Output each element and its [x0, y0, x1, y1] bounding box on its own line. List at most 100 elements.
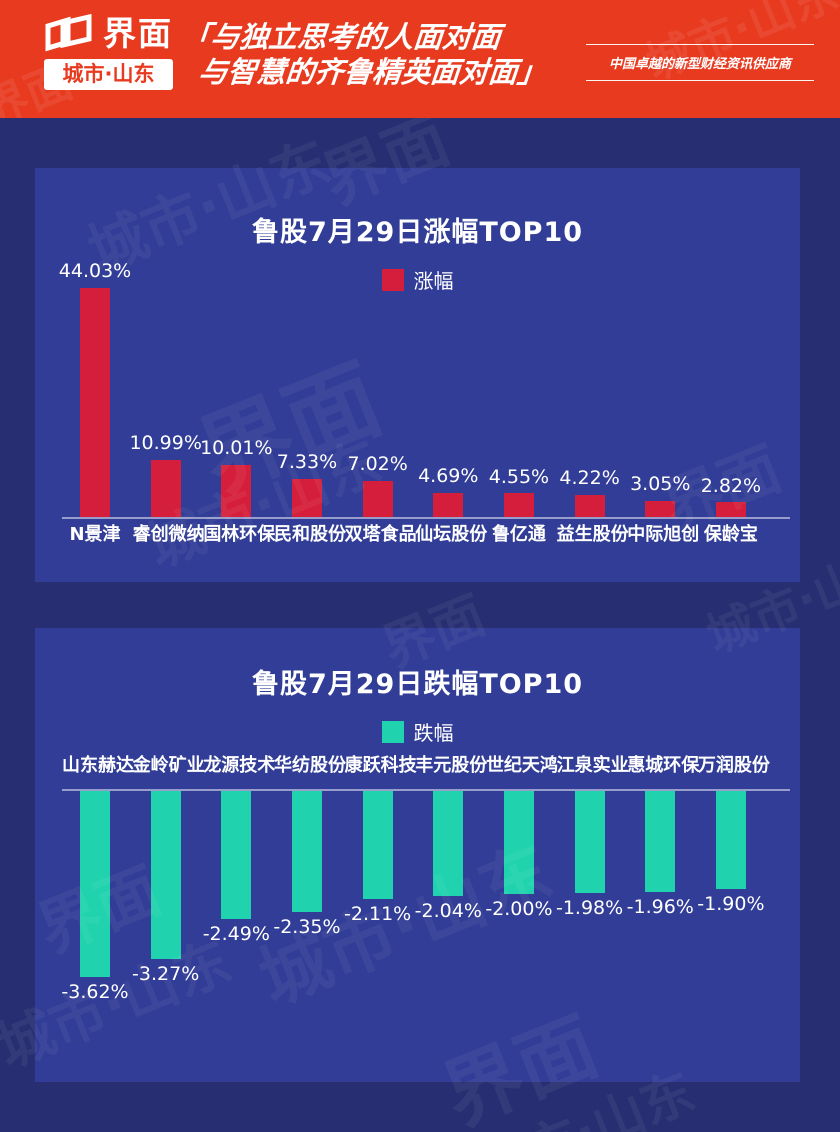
bar — [80, 791, 110, 977]
category-label: N景津 — [69, 524, 121, 545]
bar-value-label: -2.00% — [485, 897, 553, 920]
gainers-axis-baseline — [62, 517, 790, 519]
bar — [503, 493, 534, 517]
bar — [503, 791, 534, 894]
category-label: 益生股份 — [556, 524, 629, 545]
bar — [80, 288, 110, 517]
bar — [715, 502, 746, 517]
bar — [433, 791, 464, 896]
logo-region-badge: 城市·山东 — [44, 59, 173, 91]
bar — [150, 459, 181, 517]
losers-legend-label: 跌幅 — [413, 721, 454, 745]
category-label: 鲁亿通 — [491, 524, 546, 545]
losers-bars-row: -3.62% -3.27% -2.49% -2.35% -2.11% -2.04% -2.0… — [61, 791, 765, 1031]
bar-column: -3.27% — [132, 791, 200, 1031]
bar-value-label: 7.33% — [276, 451, 338, 474]
bar — [645, 791, 676, 892]
bar — [150, 791, 181, 959]
category-label: 国林环保 — [203, 524, 276, 545]
bar-value-label: -2.35% — [273, 915, 341, 938]
bar-value-label: -2.49% — [202, 922, 270, 945]
header-banner: 城市·山东 界面 界面 城市·山东 「与独立思考的人面对面 与智慧的齐鲁精英面对… — [0, 0, 840, 118]
bar-column: 44.03% — [58, 252, 132, 517]
bar — [221, 791, 252, 919]
gainers-legend: 涨幅 — [35, 265, 800, 294]
category-label: 中际旭创 — [627, 524, 700, 545]
bar-value-label: 44.03% — [58, 260, 132, 283]
gainers-chart-title: 鲁股7月29日涨幅TOP10 — [251, 217, 584, 248]
category-label: 世纪天鸿 — [485, 755, 558, 776]
losers-axis-baseline — [62, 789, 790, 791]
bar-column: 7.02% — [345, 252, 411, 517]
bar — [715, 791, 746, 889]
bar-column: 3.05% — [627, 252, 693, 517]
bar-column: 10.99% — [129, 252, 202, 517]
bar — [645, 501, 676, 517]
bar — [574, 791, 605, 893]
bar-column: 4.69% — [415, 252, 481, 517]
bar-value-label: 10.01% — [200, 437, 273, 460]
category-label: 丰元股份 — [415, 755, 488, 776]
gainers-chart-panel: 鲁股7月29日涨幅TOP10 涨幅 44.03% 10.99% 10.01% 7.33… — [35, 168, 800, 582]
category-label: 金岭矿业 — [132, 755, 205, 776]
bar-value-label: -3.27% — [132, 963, 200, 985]
bar-column: -1.96% — [626, 791, 694, 1031]
category-label: 睿创微纳 — [132, 524, 205, 545]
bar — [362, 791, 393, 900]
bar-value-label: -3.62% — [61, 981, 129, 1003]
gainers-legend-label: 涨幅 — [413, 269, 454, 293]
bar-value-label: 4.69% — [418, 464, 479, 487]
losers-category-row: 山东赫达 金岭矿业 龙源技术 华纺股份 康跃科技 丰元股份 世纪天鸿 江泉实业 惠城环保 万润股份 — [62, 754, 770, 777]
logo-wordmark: 界面 — [103, 13, 173, 53]
gainers-bars-row: 44.03% 10.99% 10.01% 7.33% 7.02% 4.69% 4.55% 4.… — [58, 252, 764, 517]
bar-value-label: 3.05% — [630, 473, 691, 496]
bar-column: 7.33% — [274, 252, 340, 517]
bar-value-label: -1.98% — [555, 896, 624, 919]
bar-value-label: -2.11% — [344, 903, 412, 926]
gainers-category-row: N景津 睿创微纳 国林环保 民和股份 双塔食品 仙坛股份 鲁亿通 益生股份 中际旭创 保龄宝 — [62, 523, 764, 546]
losers-legend-swatch — [381, 720, 404, 743]
tagline: 中国卓越的新型财经资讯供应商 — [586, 44, 814, 81]
bar — [291, 791, 322, 912]
category-label: 民和股份 — [273, 524, 346, 545]
bar-column: -1.90% — [697, 791, 765, 1031]
logo-block: 界面 城市·山东 — [44, 13, 173, 91]
category-label: 山东赫达 — [62, 755, 134, 776]
bar-value-label: -2.04% — [414, 899, 482, 922]
bar-column: -1.98% — [555, 791, 624, 1031]
slogan: 「与独立思考的人面对面 与智慧的齐鲁精英面对面」 — [177, 20, 551, 90]
bar-column: -2.00% — [485, 791, 553, 1031]
bar-value-label: 2.82% — [700, 474, 762, 497]
bar-column: -2.35% — [273, 791, 341, 1031]
bar-column: -2.11% — [344, 791, 412, 1031]
bar — [362, 480, 393, 517]
bar-column: 2.82% — [698, 252, 764, 517]
jiemian-logo-icon — [45, 14, 92, 52]
category-label: 双塔食品 — [344, 524, 417, 545]
bar-column: 10.01% — [200, 252, 273, 517]
bar-value-label: 4.55% — [488, 465, 550, 488]
bar-column: 4.55% — [486, 252, 552, 517]
bar — [574, 495, 605, 517]
bar-column: -2.49% — [202, 791, 270, 1031]
bar — [291, 478, 322, 517]
losers-chart-title: 鲁股7月29日跌幅TOP10 — [251, 669, 584, 700]
bar — [221, 464, 252, 517]
category-label: 康跃科技 — [344, 755, 417, 776]
bar-value-label: 4.22% — [559, 467, 620, 490]
slogan-line-2: 与智慧的齐鲁精英面对面」 — [197, 54, 549, 89]
category-label: 万润股份 — [697, 755, 770, 776]
category-label: 龙源技术 — [203, 755, 276, 776]
bar-value-label: -1.96% — [626, 895, 694, 918]
category-label: 保龄宝 — [703, 524, 758, 545]
category-label: 江泉实业 — [556, 755, 629, 776]
gainers-legend-swatch — [381, 268, 404, 291]
losers-chart-panel: 鲁股7月29日跌幅TOP10 跌幅 山东赫达 金岭矿业 龙源技术 华纺股份 康跃科技 丰元… — [35, 628, 800, 1082]
bar — [433, 492, 464, 517]
bar-value-label: 10.99% — [129, 432, 202, 455]
bar-column: -3.62% — [61, 791, 129, 1031]
slogan-line-1: 「与独立思考的人面对面 — [180, 20, 503, 54]
bar-value-label: -1.90% — [697, 892, 765, 915]
category-label: 仙坛股份 — [415, 524, 488, 545]
bar-column: 4.22% — [557, 252, 623, 517]
